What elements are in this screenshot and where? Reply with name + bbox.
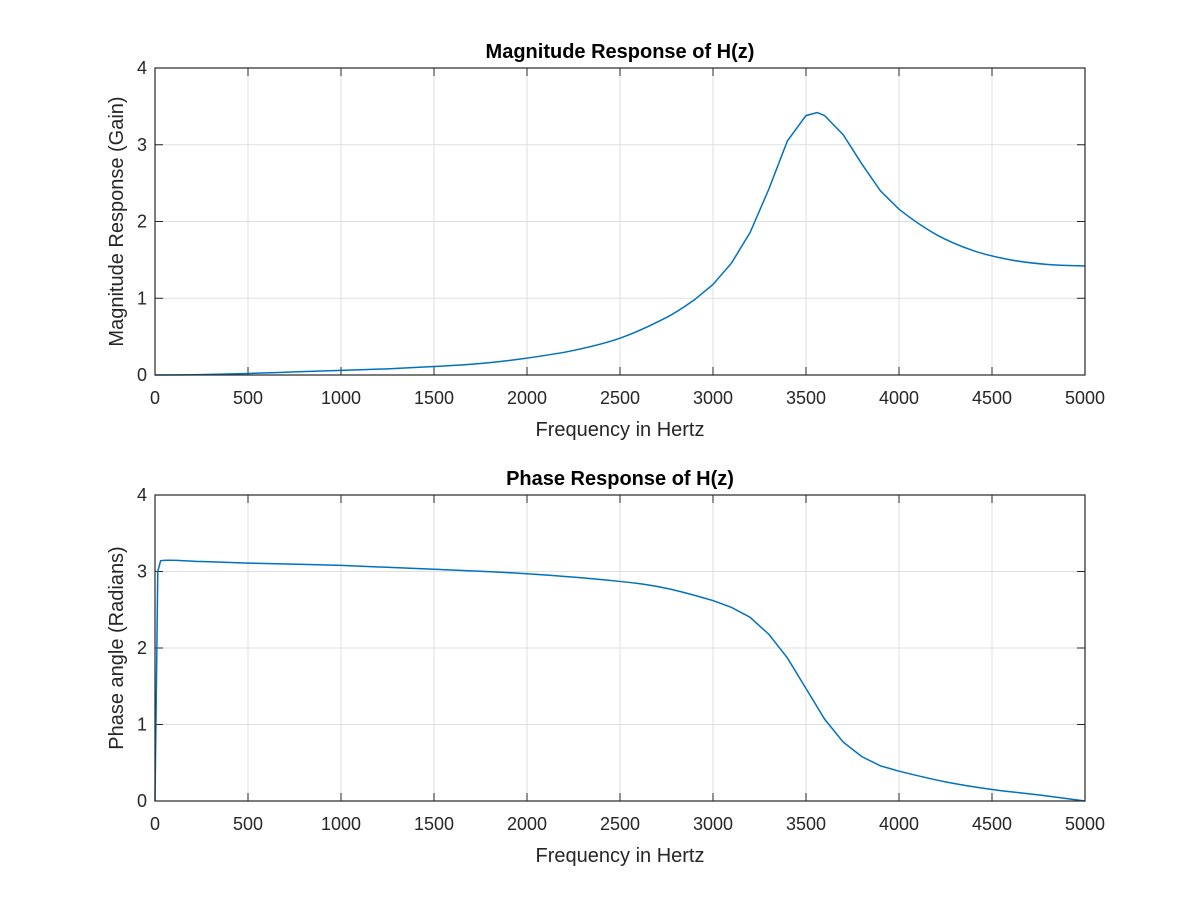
phase-y-tick-label: 2 xyxy=(137,638,147,658)
phase-y-tick-label: 4 xyxy=(137,485,147,505)
phase-y-tick-label: 0 xyxy=(137,791,147,811)
magnitude-x-tick-label: 4000 xyxy=(879,388,919,408)
magnitude-x-tick-label: 5000 xyxy=(1065,388,1105,408)
phase-x-tick-label: 0 xyxy=(150,814,160,834)
magnitude-y-tick-label: 3 xyxy=(137,135,147,155)
phase-plot-title: Phase Response of H(z) xyxy=(506,468,734,490)
phase-x-axis-label: Frequency in Hertz xyxy=(536,845,705,867)
phase-series-line xyxy=(154,559,1086,802)
phase-x-tick-label: 2000 xyxy=(507,814,547,834)
magnitude-x-tick-label: 500 xyxy=(233,388,263,408)
magnitude-tick-labels: 0 500 1000 1500 2000 2500 3000 3500 4000 4500 5000… xyxy=(137,58,1105,408)
phase-y-axis-label: Phase angle (Radians) xyxy=(106,546,128,749)
phase-x-tick-label: 3500 xyxy=(786,814,826,834)
magnitude-y-tick-label: 1 xyxy=(137,288,147,308)
phase-x-tick-label: 2500 xyxy=(600,814,640,834)
phase-axes-box xyxy=(154,494,1086,802)
magnitude-x-tick-label: 3500 xyxy=(786,388,826,408)
magnitude-x-axis-label: Frequency in Hertz xyxy=(536,419,705,441)
magnitude-x-tick-label: 1000 xyxy=(321,388,361,408)
magnitude-plot-title: Magnitude Response of H(z) xyxy=(486,41,755,63)
magnitude-y-tick-label: 2 xyxy=(137,212,147,232)
magnitude-y-axis-label: Magnitude Response (Gain) xyxy=(106,96,128,346)
magnitude-plot: 0 500 1000 1500 2000 2500 3000 3500 4000 4500 5000… xyxy=(106,41,1105,441)
magnitude-y-tick-label: 0 xyxy=(137,365,147,385)
phase-x-tick-label: 500 xyxy=(233,814,263,834)
magnitude-series-line xyxy=(154,111,1086,376)
magnitude-x-tick-label: 2500 xyxy=(600,388,640,408)
magnitude-axes-box xyxy=(154,67,1086,376)
phase-x-tick-label: 5000 xyxy=(1065,814,1105,834)
magnitude-y-tick-label: 4 xyxy=(137,58,147,78)
magnitude-x-tick-label: 2000 xyxy=(507,388,547,408)
phase-x-tick-label: 4500 xyxy=(972,814,1012,834)
phase-y-tick-label: 1 xyxy=(137,715,147,735)
magnitude-x-tick-label: 4500 xyxy=(972,388,1012,408)
phase-x-tick-label: 4000 xyxy=(879,814,919,834)
phase-x-tick-label: 1000 xyxy=(321,814,361,834)
phase-plot: 0 500 1000 1500 2000 2500 3000 3500 4000 4500 5000… xyxy=(106,468,1105,867)
magnitude-x-tick-label: 0 xyxy=(150,388,160,408)
magnitude-x-tick-label: 1500 xyxy=(414,388,454,408)
magnitude-x-tick-label: 3000 xyxy=(693,388,733,408)
phase-tick-labels: 0 500 1000 1500 2000 2500 3000 3500 4000 4500 5000… xyxy=(137,485,1105,834)
phase-y-tick-label: 3 xyxy=(137,562,147,582)
phase-x-tick-label: 3000 xyxy=(693,814,733,834)
phase-x-tick-label: 1500 xyxy=(414,814,454,834)
